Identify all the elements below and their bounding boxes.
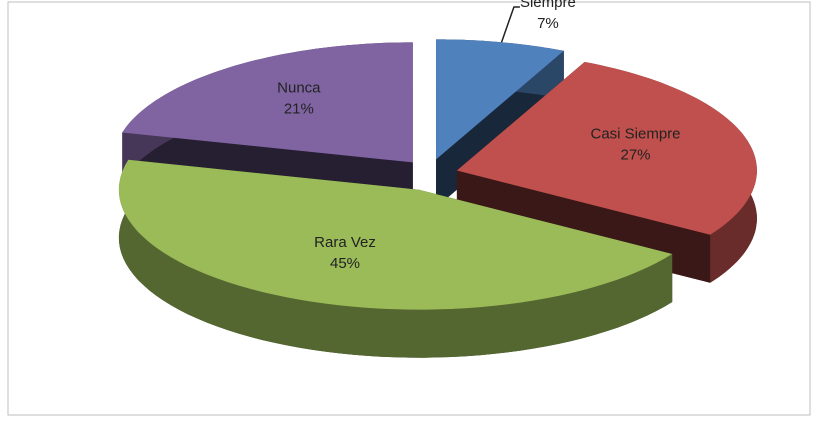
slice-label-name: Rara Vez — [314, 234, 376, 251]
slice-label-value: 7% — [537, 15, 559, 32]
leader-line — [500, 6, 520, 43]
slice-label-value: 21% — [284, 101, 314, 118]
slice-label-name: Siempre — [520, 0, 576, 11]
slice-top — [118, 159, 673, 310]
slice-top — [122, 42, 413, 163]
slice-label-name: Casi Siempre — [590, 126, 680, 143]
slice-outer-wall — [118, 159, 673, 358]
slice — [118, 159, 673, 358]
slice-label-value: 45% — [330, 255, 360, 272]
slice-label-name: Nunca — [277, 80, 321, 97]
slice-top — [456, 62, 757, 235]
slice-top — [436, 39, 564, 160]
slice-label-value: 27% — [620, 147, 650, 164]
